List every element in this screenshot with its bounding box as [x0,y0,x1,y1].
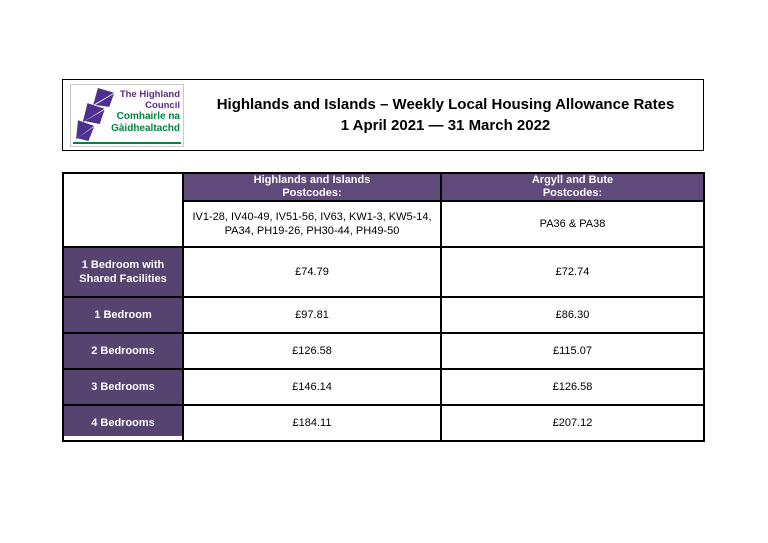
postcodes-highlands-line1: IV1-28, IV40-49, IV51-56, IV63, KW1-3, K… [192,211,432,223]
rate-1-bedroom-argyll: £86.30 [440,296,705,334]
column-header-argyll: Argyll and Bute Postcodes: [440,172,705,202]
logo-green-underline [73,142,181,144]
logo-gaelic-line2: Gàidhealtachd [111,122,180,134]
corner-empty-cell [62,172,184,248]
postcodes-argyll-cell: PA36 & PA38 [440,200,705,248]
postcodes-highlands-line2: PA34, PH19-26, PH30-44, PH49-50 [224,225,400,237]
lha-rates-table: Highlands and Islands Postcodes: Argyll … [62,172,705,442]
rate-4-bedrooms-argyll: £207.12 [440,404,705,442]
row-label-3-bedrooms: 3 Bedrooms [62,368,184,406]
logo-name-line2: Council [145,100,180,111]
document-title: Highlands and Islands – Weekly Local Hou… [193,80,698,150]
rate-1-bedroom-highlands: £97.81 [182,296,442,334]
column-header-argyll-line2: Postcodes: [542,187,603,199]
column-header-highlands: Highlands and Islands Postcodes: [182,172,442,202]
logo-name-line1: The Highland [119,89,180,100]
highland-council-logo: The Highland Council Comhairle na Gàidhe… [70,84,184,147]
rate-4-bedrooms-highlands: £184.11 [182,404,442,442]
document-title-line2: 1 April 2021 — 31 March 2022 [340,117,551,134]
rate-1-bedroom-shared-argyll: £72.74 [440,246,705,298]
document-title-line1: Highlands and Islands – Weekly Local Hou… [216,96,675,113]
rate-3-bedrooms-argyll: £126.58 [440,368,705,406]
postcodes-highlands-cell: IV1-28, IV40-49, IV51-56, IV63, KW1-3, K… [182,200,442,248]
header-banner: The Highland Council Comhairle na Gàidhe… [62,79,704,151]
logo-text-block: The Highland Council Comhairle na Gàidhe… [104,89,180,134]
logo-gaelic-line1: Comhairle na [116,111,180,122]
rate-2-bedrooms-argyll: £115.07 [440,332,705,370]
column-header-highlands-line1: Highlands and Islands [253,174,371,186]
rate-1-bedroom-shared-highlands: £74.79 [182,246,442,298]
row-label-2-bedrooms: 2 Bedrooms [62,332,184,370]
row-label-1-bedroom: 1 Bedroom [62,296,184,334]
highland-council-triangles-icon [76,87,115,142]
column-header-argyll-line1: Argyll and Bute [531,174,614,186]
row-label-1-bedroom-shared-line1: 1 Bedroom with [81,259,165,271]
rate-3-bedrooms-highlands: £146.14 [182,368,442,406]
row-label-1-bedroom-shared-line2: Shared Facilities [79,273,167,285]
row-label-1-bedroom-shared: 1 Bedroom with Shared Facilities [62,246,184,298]
column-header-highlands-line2: Postcodes: [282,187,342,199]
row-label-4-bedrooms: 4 Bedrooms [62,404,184,442]
rate-2-bedrooms-highlands: £126.58 [182,332,442,370]
